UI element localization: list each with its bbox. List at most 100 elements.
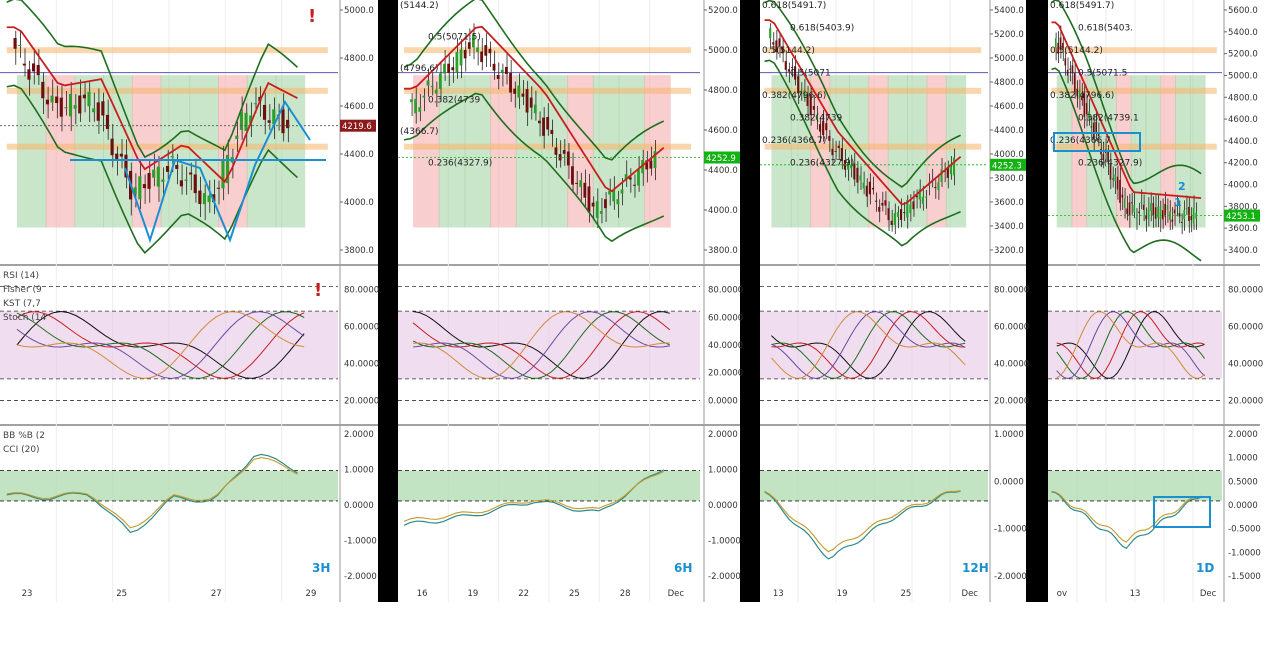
candle-body — [161, 179, 165, 182]
bb-percent-line — [764, 490, 961, 553]
cloud-band — [945, 75, 967, 228]
price-tick-label: 3800.0 — [994, 174, 1024, 184]
oscillator-line — [413, 311, 670, 379]
price-tick-label: 4400.0 — [1228, 137, 1258, 147]
panel-separator — [1026, 0, 1048, 602]
candle-body — [533, 104, 537, 114]
x-tick-label: 27 — [211, 589, 222, 599]
candle-body — [73, 105, 77, 109]
x-tick-label: 25 — [569, 589, 580, 599]
candle-body — [803, 90, 806, 97]
candle-body — [772, 42, 775, 45]
candle-body — [281, 109, 285, 134]
candle-body — [1090, 126, 1093, 128]
candle-body — [1073, 72, 1076, 92]
candle-body — [513, 88, 517, 94]
candles — [1054, 25, 1197, 235]
candle-body — [1150, 203, 1152, 211]
indicator-label: RSI (14) — [3, 271, 39, 281]
fib-label: 0.236(4366.7 — [1050, 136, 1111, 146]
cci-tick-label: 1.0000 — [1228, 454, 1258, 464]
fib-band — [6, 143, 328, 150]
cloud-band — [1160, 75, 1177, 228]
price-tick-label: 5200.0 — [1228, 50, 1258, 60]
osc-tick-label: 60.0000 — [344, 323, 379, 333]
candle-body — [871, 187, 875, 190]
fib-label: 0.5(5144.2) — [1050, 46, 1103, 56]
candle-body — [45, 99, 50, 105]
candle-body — [620, 189, 624, 194]
price-tick-label: 3200.0 — [994, 246, 1024, 256]
timeframe-label: 3H — [312, 561, 330, 575]
candle-body — [1147, 209, 1150, 219]
cci-tick-label: 2.0000 — [344, 430, 374, 440]
osc-tick-label: 20.0000 — [708, 369, 743, 379]
fib-band — [404, 87, 691, 94]
rsi-band — [1048, 311, 1222, 379]
candle-body — [521, 93, 525, 97]
candle-body — [878, 206, 881, 212]
oscillator-line — [412, 311, 671, 379]
candle-body — [455, 51, 459, 73]
oscillator-line — [412, 311, 671, 379]
candle-body — [18, 45, 22, 47]
candle-body — [119, 153, 123, 157]
candle-body — [1131, 202, 1133, 204]
candle-body — [818, 124, 822, 132]
fib-band — [764, 143, 982, 150]
timeframe-label: 12H — [962, 561, 989, 575]
candle-body — [862, 182, 865, 189]
last-price-tag — [704, 151, 740, 164]
pattern-annotation — [124, 99, 311, 244]
price-tick-label: 5400.0 — [994, 6, 1024, 16]
candle-body — [147, 173, 151, 189]
indicator-label: Fisher (9 — [3, 285, 42, 295]
candle-body — [22, 63, 26, 66]
osc-tick-label: 80.0000 — [344, 286, 379, 296]
x-tick-label: 16 — [417, 589, 428, 599]
cloud-band — [1175, 75, 1191, 228]
cloud-band — [275, 75, 306, 228]
candle-body — [1188, 206, 1190, 222]
candle-body — [1116, 176, 1119, 190]
price-tick-label: 3600.0 — [994, 198, 1024, 208]
oscillator-line — [771, 311, 966, 379]
price-tick-label: 3600.0 — [1228, 224, 1258, 234]
fib-label: 0.618(5403. — [1078, 23, 1133, 33]
candle-body — [476, 47, 479, 52]
candle-body — [865, 185, 868, 197]
candle-body — [239, 112, 244, 130]
candle-body — [775, 40, 778, 53]
candle-body — [212, 194, 216, 203]
price-tick-label: 4400.0 — [708, 166, 738, 176]
x-tick-label: 19 — [837, 589, 848, 599]
candle-body — [1083, 93, 1086, 117]
bb-percent-line — [6, 456, 298, 529]
candle-body — [809, 94, 812, 116]
fib-band — [764, 87, 982, 94]
price-tick-label: 3800.0 — [708, 246, 738, 256]
rsi-band — [0, 311, 338, 379]
candle-body — [1142, 204, 1145, 211]
candle-body — [133, 187, 137, 195]
candle-body — [562, 150, 566, 154]
cci-band — [1048, 470, 1222, 501]
keltner-upper-line — [6, 0, 298, 159]
indicator-label: KST (7,7 — [3, 299, 41, 309]
fib-label: (4796.6) — [400, 64, 439, 74]
candle-body — [1064, 58, 1067, 66]
candle-body — [1190, 215, 1193, 221]
fib-band — [6, 87, 328, 94]
candle-body — [937, 182, 940, 190]
candle-body — [924, 196, 928, 198]
candle-body — [1171, 219, 1174, 222]
candle-body — [1093, 122, 1095, 140]
candle-body — [1128, 202, 1131, 216]
candle-body — [1135, 217, 1138, 219]
cci-line — [1051, 491, 1202, 550]
candles — [410, 23, 657, 229]
candle-body — [1178, 213, 1181, 217]
candle-body — [1157, 206, 1159, 218]
cci-tick-label: 1.0000 — [708, 466, 738, 476]
candle-body — [418, 107, 422, 112]
